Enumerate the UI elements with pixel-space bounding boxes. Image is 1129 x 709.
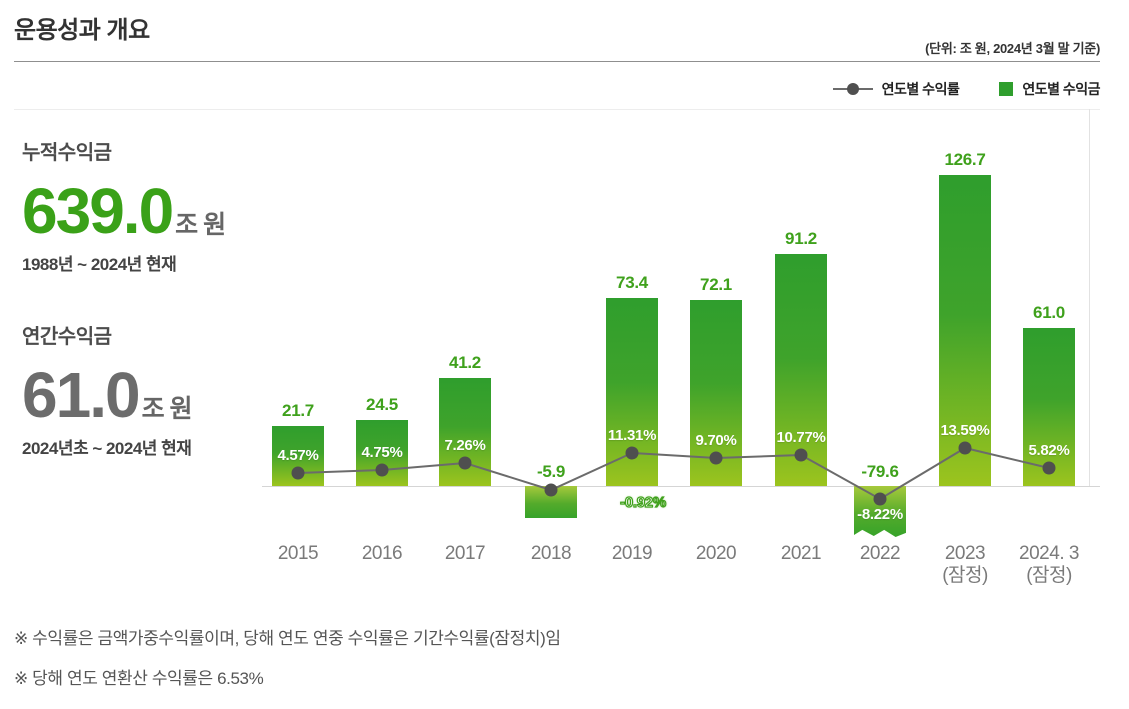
rate-marker: [291, 466, 305, 480]
profit-value-label: 21.7: [282, 401, 314, 420]
rate-value-label: 10.77%: [776, 429, 826, 446]
rate-value-label: 4.57%: [277, 447, 319, 464]
rate-marker: [544, 483, 558, 497]
x-axis-line: [262, 486, 1100, 487]
rate-value-label: 11.31%: [607, 427, 657, 444]
rate-marker: [1042, 461, 1056, 475]
legend-item-profit[interactable]: 연도별 수익금: [999, 79, 1100, 99]
profit-bar: [356, 420, 408, 486]
legend-profit-label: 연도별 수익금: [1022, 81, 1100, 97]
footnote-1: ※ 수익률은 금액가중수익률이며, 당해 연도 연중 수익률은 기간수익률(잠정…: [14, 629, 561, 648]
plot-top-border: [14, 109, 1100, 110]
x-axis-sublabel: (잠정): [1026, 565, 1072, 586]
cumulative-profit-value: 639.0: [22, 175, 174, 247]
profit-value-label: 61.0: [1033, 303, 1065, 322]
rate-value-label: -8.22%: [857, 506, 903, 523]
profit-value-label: -5.9: [536, 462, 566, 481]
profit-bar: [690, 300, 742, 486]
rate-marker: [958, 441, 972, 455]
profit-value-label: 91.2: [785, 229, 817, 248]
annual-profit-heading: 연간수익금: [22, 326, 112, 348]
x-axis-label: 2023 (잠정): [917, 543, 1013, 587]
profit-value-label: 24.5: [366, 395, 398, 414]
legend-item-rate[interactable]: 연도별 수익률: [832, 79, 960, 99]
x-axis-label: 2016: [361, 543, 403, 564]
rate-value-label: 7.26%: [444, 437, 486, 454]
annual-profit-period: 2024년초 ~ 2024년 현재: [22, 439, 192, 458]
x-axis-label: 2020: [695, 543, 737, 564]
profit-bar: [606, 298, 658, 486]
cumulative-profit-stat: 누적수익금 639.0 조 원 1988년 ~ 2024년 현재: [22, 136, 262, 275]
annual-profit-stat: 연간수익금 61.0 조 원 2024년초 ~ 2024년 현재: [22, 320, 262, 459]
profit-value-label: -79.6: [861, 462, 899, 481]
cumulative-profit-period: 1988년 ~ 2024년 현재: [22, 255, 177, 274]
x-axis-label: 2017: [444, 543, 486, 564]
rate-value-label: -0.92%: [620, 493, 667, 511]
rate-line: [297, 446, 1050, 501]
footnote-2: ※ 당해 연도 연환산 수익률은 6.53%: [14, 669, 264, 688]
rate-marker: [873, 492, 887, 506]
rate-value-label: 9.70%: [695, 432, 737, 449]
cumulative-profit-unit: 조 원: [175, 211, 226, 239]
profit-value-label: 73.4: [616, 273, 648, 292]
bar-swatch-icon: [999, 82, 1014, 96]
profit-bar: [272, 426, 324, 486]
x-axis-label: 2024. 3 (잠정): [1001, 543, 1097, 587]
x-axis-label: 2022: [859, 543, 901, 564]
rate-marker: [625, 446, 639, 460]
line-marker-icon: [832, 83, 873, 95]
rate-marker: [375, 463, 389, 477]
x-axis-label: 2021: [780, 543, 822, 564]
profit-bar: [775, 254, 827, 486]
page-title: 운용성과 개요: [14, 17, 150, 44]
rate-marker: [458, 456, 472, 470]
profit-bar: [854, 486, 906, 537]
rate-value-label: 5.82%: [1028, 442, 1070, 459]
x-axis-sublabel: (잠정): [942, 565, 988, 586]
plot-right-border: [1089, 109, 1090, 486]
x-axis-label: 2019: [611, 543, 653, 564]
rate-marker: [794, 448, 808, 462]
legend-rate-label: 연도별 수익률: [881, 81, 960, 97]
title-divider: [14, 61, 1100, 62]
profit-bar: [439, 378, 491, 486]
rate-marker: [709, 451, 723, 465]
x-axis-label: 2015: [277, 543, 319, 564]
annual-profit-value: 61.0: [22, 359, 141, 431]
rate-value-label: 4.75%: [361, 444, 403, 461]
profit-value-label: 126.7: [944, 150, 986, 169]
rate-value-label: 13.59%: [940, 422, 990, 439]
profit-bar: [939, 175, 991, 486]
profit-value-label: 72.1: [700, 275, 732, 294]
annual-profit-unit: 조 원: [141, 395, 193, 423]
profit-bar: [525, 486, 577, 518]
cumulative-profit-heading: 누적수익금: [22, 142, 112, 164]
x-axis-label: 2018: [530, 543, 572, 564]
profit-value-label: 41.2: [449, 353, 481, 372]
unit-note: (단위: 조 원, 2024년 3월 말 기준): [925, 41, 1100, 56]
profit-bar: [1023, 328, 1075, 486]
chart-legend: 연도별 수익률 연도별 수익금: [832, 79, 1100, 99]
